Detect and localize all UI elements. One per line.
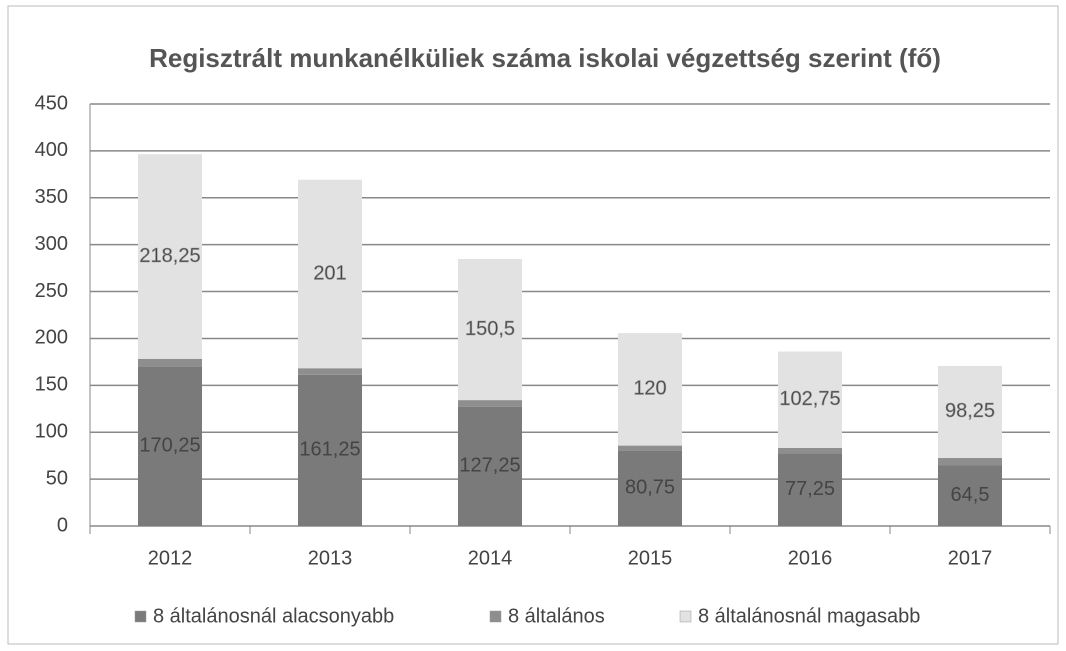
chart-title: Regisztrált munkanélküliek száma iskolai… (149, 43, 941, 73)
bar-segment (458, 400, 522, 407)
bar-segment (138, 358, 202, 367)
x-tick-label: 2016 (788, 547, 833, 569)
y-tick-label: 350 (35, 186, 68, 208)
value-label: 64,5 (951, 484, 990, 506)
value-label: 150,5 (465, 318, 515, 340)
y-tick-label: 300 (35, 233, 68, 255)
y-tick-label: 0 (57, 514, 68, 536)
y-tick-label: 150 (35, 374, 68, 396)
value-label: 127,25 (459, 455, 520, 477)
bar-segment (618, 450, 682, 526)
legend-label: 8 általánosnál magasabb (698, 605, 920, 627)
bar-segment (938, 458, 1002, 466)
bar-segment (778, 351, 842, 448)
x-tick-label: 2014 (468, 547, 513, 569)
bar-segment (298, 374, 362, 526)
value-label: 170,25 (139, 434, 200, 456)
value-label: 80,75 (625, 476, 675, 498)
bar-segment (458, 406, 522, 526)
bar-segment (778, 453, 842, 526)
bar-segment (618, 445, 682, 451)
x-tick-label: 2012 (148, 547, 193, 569)
bar-segment (938, 465, 1002, 526)
value-label: 218,25 (139, 245, 200, 267)
legend-swatch (134, 610, 147, 623)
y-tick-label: 50 (46, 467, 68, 489)
legend-label: 8 általánosnál alacsonyabb (153, 605, 394, 627)
y-tick-label: 100 (35, 421, 68, 443)
y-tick-label: 450 (35, 92, 68, 114)
bar-segment (138, 154, 202, 359)
value-label: 102,75 (779, 388, 840, 410)
legend-label: 8 általános (508, 605, 605, 627)
value-label: 201 (313, 262, 346, 284)
legend-swatch (679, 610, 692, 623)
y-tick-label: 250 (35, 280, 68, 302)
value-label: 161,25 (299, 439, 360, 461)
value-label: 98,25 (945, 400, 995, 422)
bar-segment (938, 365, 1002, 459)
bar-segment (138, 366, 202, 526)
y-tick-label: 400 (35, 139, 68, 161)
legend-swatch (489, 610, 502, 623)
bar-segment (298, 179, 362, 369)
value-label: 77,25 (785, 478, 835, 500)
bar-segment (618, 333, 682, 446)
value-label: 120 (633, 378, 666, 400)
x-tick-label: 2015 (628, 547, 673, 569)
x-tick-label: 2013 (308, 547, 353, 569)
bar-segment (778, 447, 842, 454)
bar-segment (298, 368, 362, 375)
y-tick-label: 200 (35, 327, 68, 349)
bar-segment (458, 258, 522, 401)
x-tick-label: 2017 (948, 547, 993, 569)
